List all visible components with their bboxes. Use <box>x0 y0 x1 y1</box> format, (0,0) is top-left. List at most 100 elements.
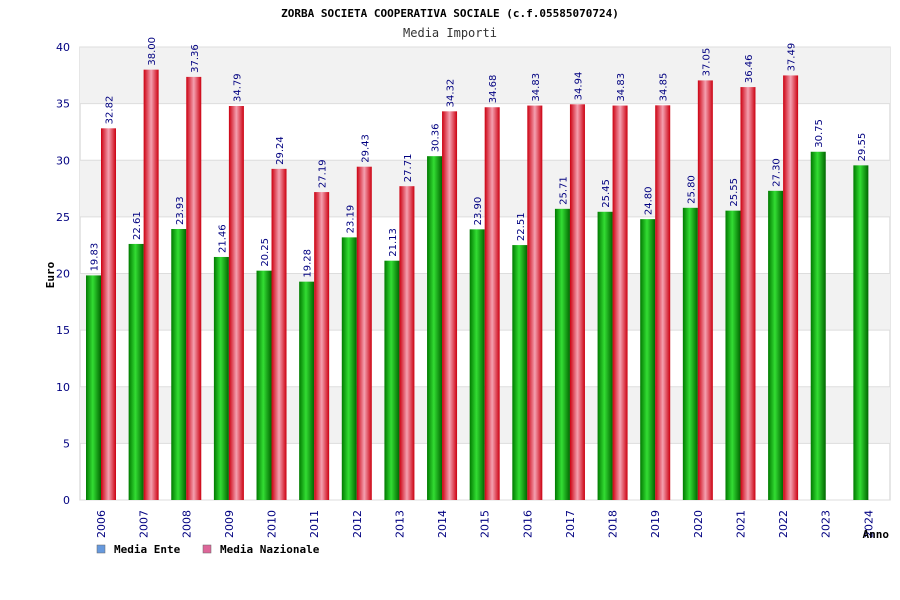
y-tick-label: 5 <box>63 437 70 450</box>
data-label: 36.46 <box>744 54 755 83</box>
data-label: 25.71 <box>558 176 569 205</box>
bar-media-nazionale <box>186 76 202 500</box>
data-label: 29.24 <box>275 136 286 165</box>
data-label: 27.30 <box>772 158 783 187</box>
y-tick-label: 30 <box>56 154 70 167</box>
bar-media-nazionale <box>101 128 116 500</box>
bar-media-nazionale <box>314 192 330 501</box>
data-label: 37.49 <box>787 43 798 72</box>
bar-media-nazionale <box>655 105 671 500</box>
data-label: 32.82 <box>105 96 116 125</box>
legend-swatch <box>96 544 106 554</box>
bar-media-ente <box>512 245 528 500</box>
data-label: 27.19 <box>318 159 329 188</box>
bar-media-ente <box>299 281 315 500</box>
x-tick-label: 2023 <box>820 510 833 538</box>
y-tick-label: 20 <box>56 268 70 281</box>
data-label: 34.68 <box>488 75 499 104</box>
bar-media-nazionale <box>271 168 287 500</box>
data-label: 37.36 <box>190 44 201 73</box>
x-tick-label: 2024 <box>862 510 875 538</box>
legend-label: Media Ente <box>114 543 181 556</box>
bar-media-nazionale <box>527 105 543 501</box>
data-label: 37.05 <box>701 48 712 77</box>
x-tick-label: 2022 <box>777 510 790 538</box>
x-tick-label: 2010 <box>266 510 279 538</box>
data-label: 29.55 <box>857 133 868 162</box>
data-label: 34.83 <box>616 73 627 102</box>
grid-band <box>80 47 890 104</box>
x-tick-label: 2012 <box>351 510 364 538</box>
x-tick-label: 2009 <box>223 510 236 538</box>
bar-media-ente <box>86 275 101 500</box>
legend: Media Ente Media Nazionale <box>96 543 320 556</box>
data-label: 24.80 <box>644 186 655 215</box>
data-label: 25.55 <box>729 178 740 207</box>
x-axis-label: Anno <box>863 528 890 541</box>
data-label: 23.19 <box>345 205 356 234</box>
chart-title: ZORBA SOCIETA COOPERATIVA SOCIALE (c.f.0… <box>281 7 619 20</box>
x-tick-label: 2018 <box>607 510 620 538</box>
data-label: 21.46 <box>217 224 228 253</box>
x-tick-label: 2011 <box>308 510 321 538</box>
x-tick-label: 2020 <box>692 510 705 538</box>
bar-media-ente <box>640 219 656 500</box>
x-tick-label: 2015 <box>479 510 492 538</box>
data-label: 21.13 <box>388 228 399 257</box>
bar-media-nazionale <box>228 106 244 501</box>
x-tick-label: 2019 <box>649 510 662 538</box>
data-label: 30.75 <box>814 119 825 148</box>
bar-media-ente <box>256 270 272 500</box>
bar-media-ente <box>597 211 613 500</box>
bar-media-nazionale <box>612 105 628 501</box>
x-tick-label: 2007 <box>138 510 151 538</box>
data-label: 34.32 <box>446 79 457 108</box>
bar-media-nazionale <box>356 166 372 500</box>
bar-media-ente <box>384 260 400 500</box>
chart-subtitle: Media Importi <box>403 26 497 40</box>
y-tick-label: 15 <box>56 324 70 337</box>
data-label: 20.25 <box>260 238 271 267</box>
y-axis-ticks: 0 5 10 15 20 25 30 35 40 <box>56 41 70 507</box>
bar-media-ente <box>853 165 869 500</box>
bar-media-ente <box>768 190 784 500</box>
data-label: 27.71 <box>403 154 414 183</box>
data-label: 22.51 <box>516 212 527 241</box>
y-tick-label: 25 <box>56 211 70 224</box>
data-label: 34.83 <box>531 73 542 102</box>
y-tick-label: 10 <box>56 381 70 394</box>
bar-media-nazionale <box>442 111 458 501</box>
y-tick-label: 0 <box>63 494 70 507</box>
bar-media-nazionale <box>399 186 415 500</box>
bar-media-ente <box>725 210 741 501</box>
bar-media-ente <box>128 243 144 500</box>
x-tick-label: 2014 <box>436 510 449 538</box>
bar-media-ente <box>213 256 229 500</box>
data-label: 23.93 <box>175 196 186 225</box>
y-tick-label: 40 <box>56 41 70 54</box>
x-tick-label: 2016 <box>521 510 534 538</box>
bar-media-ente <box>682 207 698 500</box>
y-axis-label: Euro <box>44 261 57 288</box>
bar-media-ente <box>341 237 357 501</box>
data-label: 34.79 <box>232 73 243 102</box>
x-tick-label: 2017 <box>564 510 577 538</box>
bar-media-ente <box>810 151 826 500</box>
bar-media-ente <box>427 156 443 500</box>
bar-media-nazionale <box>484 107 500 501</box>
data-label: 34.94 <box>573 72 584 101</box>
bar-media-ente <box>554 208 570 501</box>
data-labels: 19.83 32.82 22.61 38.00 23.93 37.36 21.46 34.79… <box>90 37 868 278</box>
bar-media-nazionale <box>569 104 585 500</box>
bar-media-ente <box>469 229 485 500</box>
data-label: 25.45 <box>601 179 612 208</box>
x-tick-label: 2021 <box>734 510 747 538</box>
data-label: 30.36 <box>431 124 442 153</box>
x-tick-label: 2008 <box>180 510 193 538</box>
x-tick-label: 2006 <box>95 510 108 538</box>
bars <box>86 69 869 501</box>
bar-media-nazionale <box>783 75 799 500</box>
bar-media-nazionale <box>740 87 756 500</box>
y-tick-label: 35 <box>56 98 70 111</box>
x-tick-label: 2013 <box>393 510 406 538</box>
